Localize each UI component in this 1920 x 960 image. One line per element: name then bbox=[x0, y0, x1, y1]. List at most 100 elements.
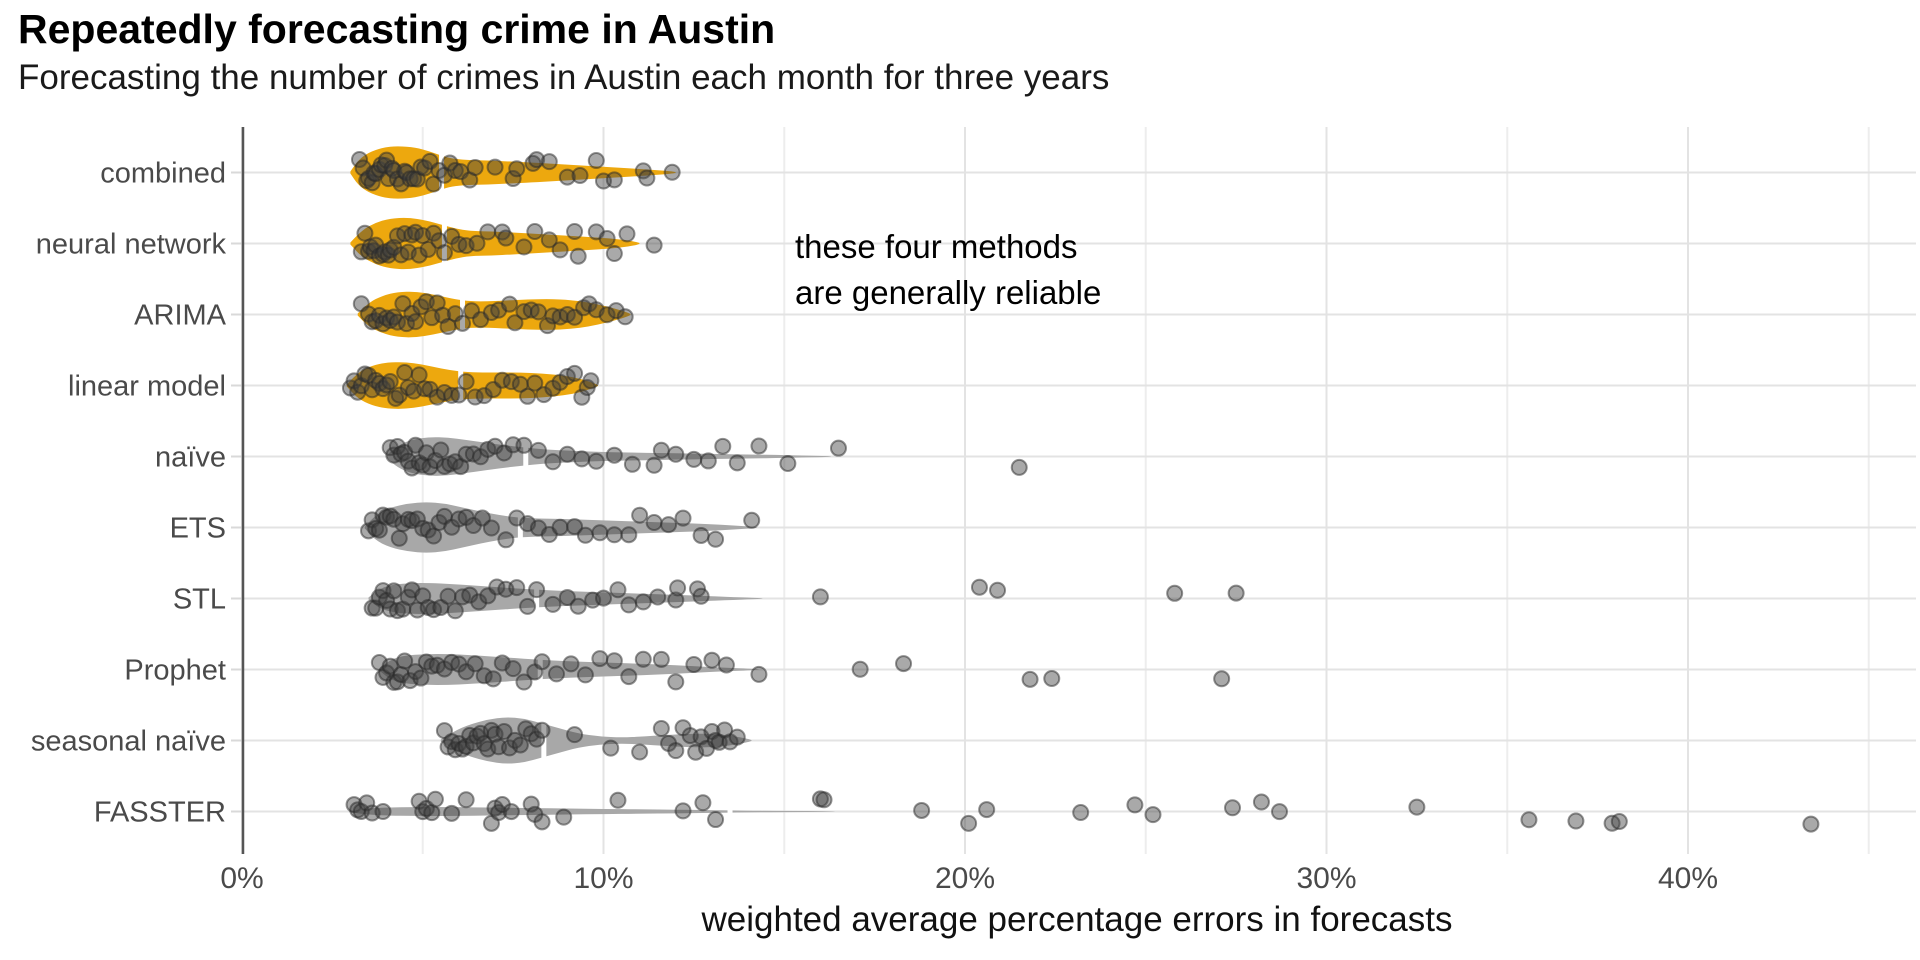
jitter-point bbox=[504, 660, 522, 678]
jitter-point bbox=[1520, 811, 1538, 829]
jitter-point bbox=[529, 303, 547, 321]
violin-shape bbox=[379, 654, 759, 685]
jitter-point bbox=[529, 441, 547, 459]
jitter-point bbox=[528, 581, 546, 599]
jitter-point bbox=[667, 591, 685, 609]
jitter-point bbox=[457, 791, 475, 809]
annotation-line1: these four methods bbox=[795, 228, 1078, 265]
jitter-point bbox=[540, 231, 558, 249]
jitter-point bbox=[374, 803, 392, 821]
jitter-point bbox=[728, 728, 746, 746]
jitter-point bbox=[694, 794, 712, 812]
jitter-point bbox=[526, 374, 544, 392]
jitter-point bbox=[591, 524, 609, 542]
jitter-point bbox=[396, 652, 414, 670]
jitter-point bbox=[587, 151, 605, 169]
jitter-point bbox=[1610, 813, 1628, 831]
jitter-point bbox=[412, 669, 430, 687]
jitter-point bbox=[410, 366, 428, 384]
jitter-point bbox=[350, 151, 368, 168]
violin-row-combined bbox=[350, 146, 681, 199]
jitter-point bbox=[533, 721, 551, 739]
jitter-point bbox=[692, 587, 710, 605]
jitter-point bbox=[486, 158, 504, 176]
jitter-point bbox=[450, 386, 468, 404]
jitter-point bbox=[446, 602, 464, 620]
jitter-point bbox=[645, 514, 663, 532]
jitter-point bbox=[674, 509, 692, 527]
jitter-point bbox=[573, 388, 591, 406]
violin-row-linear-model bbox=[341, 362, 600, 409]
jitter-point bbox=[978, 801, 996, 819]
jitter-point bbox=[895, 655, 913, 673]
jitter-points bbox=[360, 506, 761, 549]
jitter-point bbox=[484, 670, 502, 688]
jitter-point bbox=[466, 159, 484, 177]
jitter-point bbox=[502, 803, 520, 821]
jitter-point bbox=[1166, 584, 1184, 602]
y-axis-label: FASSTER bbox=[94, 797, 226, 829]
jitter-point bbox=[609, 791, 627, 809]
violin-median-gap bbox=[523, 444, 529, 469]
jitter-point bbox=[396, 364, 414, 382]
jitter-points bbox=[352, 293, 634, 336]
jitter-point bbox=[544, 595, 562, 613]
jitter-points bbox=[363, 578, 1245, 620]
jitter-point bbox=[495, 722, 513, 740]
y-axis-label: ETS bbox=[170, 513, 226, 545]
jitter-point bbox=[482, 519, 500, 537]
chart-title: Repeatedly forecasting crime in Austin bbox=[18, 6, 776, 52]
jitter-point bbox=[511, 736, 529, 754]
jitter-point bbox=[1043, 669, 1061, 687]
violin-median-gap bbox=[534, 586, 540, 611]
jitter-point bbox=[558, 589, 576, 607]
jitter-point bbox=[566, 518, 584, 536]
jitter-point bbox=[566, 364, 584, 382]
x-axis-tick-label: 40% bbox=[1658, 862, 1718, 895]
jitter-point bbox=[970, 578, 988, 596]
chart-subtitle: Forecasting the number of crimes in Aust… bbox=[18, 58, 1110, 97]
jitter-points bbox=[370, 650, 1231, 691]
jitter-point bbox=[707, 530, 725, 548]
jitter-point bbox=[573, 450, 591, 468]
jitter-point bbox=[605, 171, 623, 189]
jitter-point bbox=[699, 452, 717, 470]
x-axis-tick-label: 10% bbox=[573, 862, 633, 895]
jitter-point bbox=[652, 720, 670, 738]
jitter-point bbox=[385, 582, 403, 600]
violin-median-gap bbox=[439, 152, 445, 193]
jitter-point bbox=[605, 652, 623, 670]
y-axis-label: Prophet bbox=[124, 655, 226, 687]
jitter-point bbox=[645, 456, 663, 474]
y-axis-labels: combined neural network ARIMA linear model n… bbox=[31, 158, 227, 829]
jitter-point bbox=[616, 308, 634, 326]
jitter-points bbox=[352, 222, 663, 265]
jitter-point bbox=[663, 163, 681, 181]
jitter-point bbox=[913, 801, 931, 819]
jitter-point bbox=[598, 306, 616, 324]
jitter-point bbox=[454, 314, 472, 332]
jitter-point bbox=[540, 153, 558, 171]
jitter-point bbox=[551, 241, 569, 259]
violin-row-neural-network bbox=[350, 217, 663, 270]
jitter-points bbox=[435, 719, 746, 761]
jitter-point bbox=[851, 660, 869, 678]
jitter-point bbox=[501, 295, 519, 313]
jitter-point bbox=[426, 790, 444, 808]
jitter-point bbox=[562, 655, 580, 673]
jitter-point bbox=[1224, 799, 1242, 817]
jitter-point bbox=[470, 593, 488, 611]
jitter-points bbox=[341, 364, 600, 407]
jitter-point bbox=[1227, 584, 1245, 602]
jitter-point bbox=[435, 244, 453, 262]
y-axis-label: STL bbox=[173, 584, 226, 616]
jitter-point bbox=[669, 579, 687, 597]
jitter-point bbox=[667, 445, 685, 463]
jitter-point bbox=[551, 518, 569, 536]
jitter-point bbox=[439, 587, 457, 605]
jitter-point bbox=[750, 665, 768, 683]
jitter-point bbox=[558, 168, 576, 186]
jitter-point bbox=[519, 597, 537, 615]
violin-row-ARIMA bbox=[352, 291, 634, 338]
x-axis-labels: 0% 10% 20% 30% 40% bbox=[220, 862, 1718, 895]
